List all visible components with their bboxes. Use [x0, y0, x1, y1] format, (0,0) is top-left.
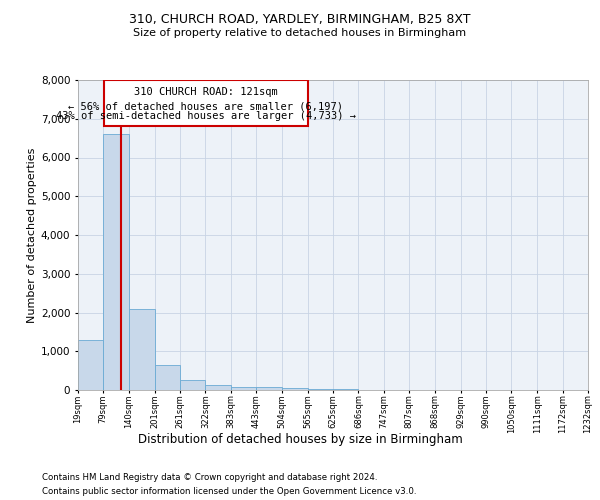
Text: Distribution of detached houses by size in Birmingham: Distribution of detached houses by size …	[137, 432, 463, 446]
Text: ← 56% of detached houses are smaller (6,197): ← 56% of detached houses are smaller (6,…	[68, 101, 343, 111]
Bar	[155, 365, 180, 390]
Text: Contains public sector information licensed under the Open Government Licence v3: Contains public sector information licen…	[42, 488, 416, 496]
Bar	[231, 386, 256, 390]
Bar	[104, 80, 308, 126]
Bar	[282, 388, 308, 390]
Bar	[256, 388, 282, 390]
Text: 43% of semi-detached houses are larger (4,733) →: 43% of semi-detached houses are larger (…	[56, 111, 356, 121]
Y-axis label: Number of detached properties: Number of detached properties	[26, 148, 37, 322]
Bar	[180, 380, 205, 390]
Bar	[129, 310, 155, 390]
Text: 310 CHURCH ROAD: 121sqm: 310 CHURCH ROAD: 121sqm	[134, 87, 277, 97]
Text: Size of property relative to detached houses in Birmingham: Size of property relative to detached ho…	[133, 28, 467, 38]
Bar	[103, 134, 129, 390]
Text: Contains HM Land Registry data © Crown copyright and database right 2024.: Contains HM Land Registry data © Crown c…	[42, 472, 377, 482]
Bar	[308, 389, 333, 390]
Text: 310, CHURCH ROAD, YARDLEY, BIRMINGHAM, B25 8XT: 310, CHURCH ROAD, YARDLEY, BIRMINGHAM, B…	[129, 12, 471, 26]
Bar	[78, 340, 103, 390]
Bar	[205, 385, 231, 390]
